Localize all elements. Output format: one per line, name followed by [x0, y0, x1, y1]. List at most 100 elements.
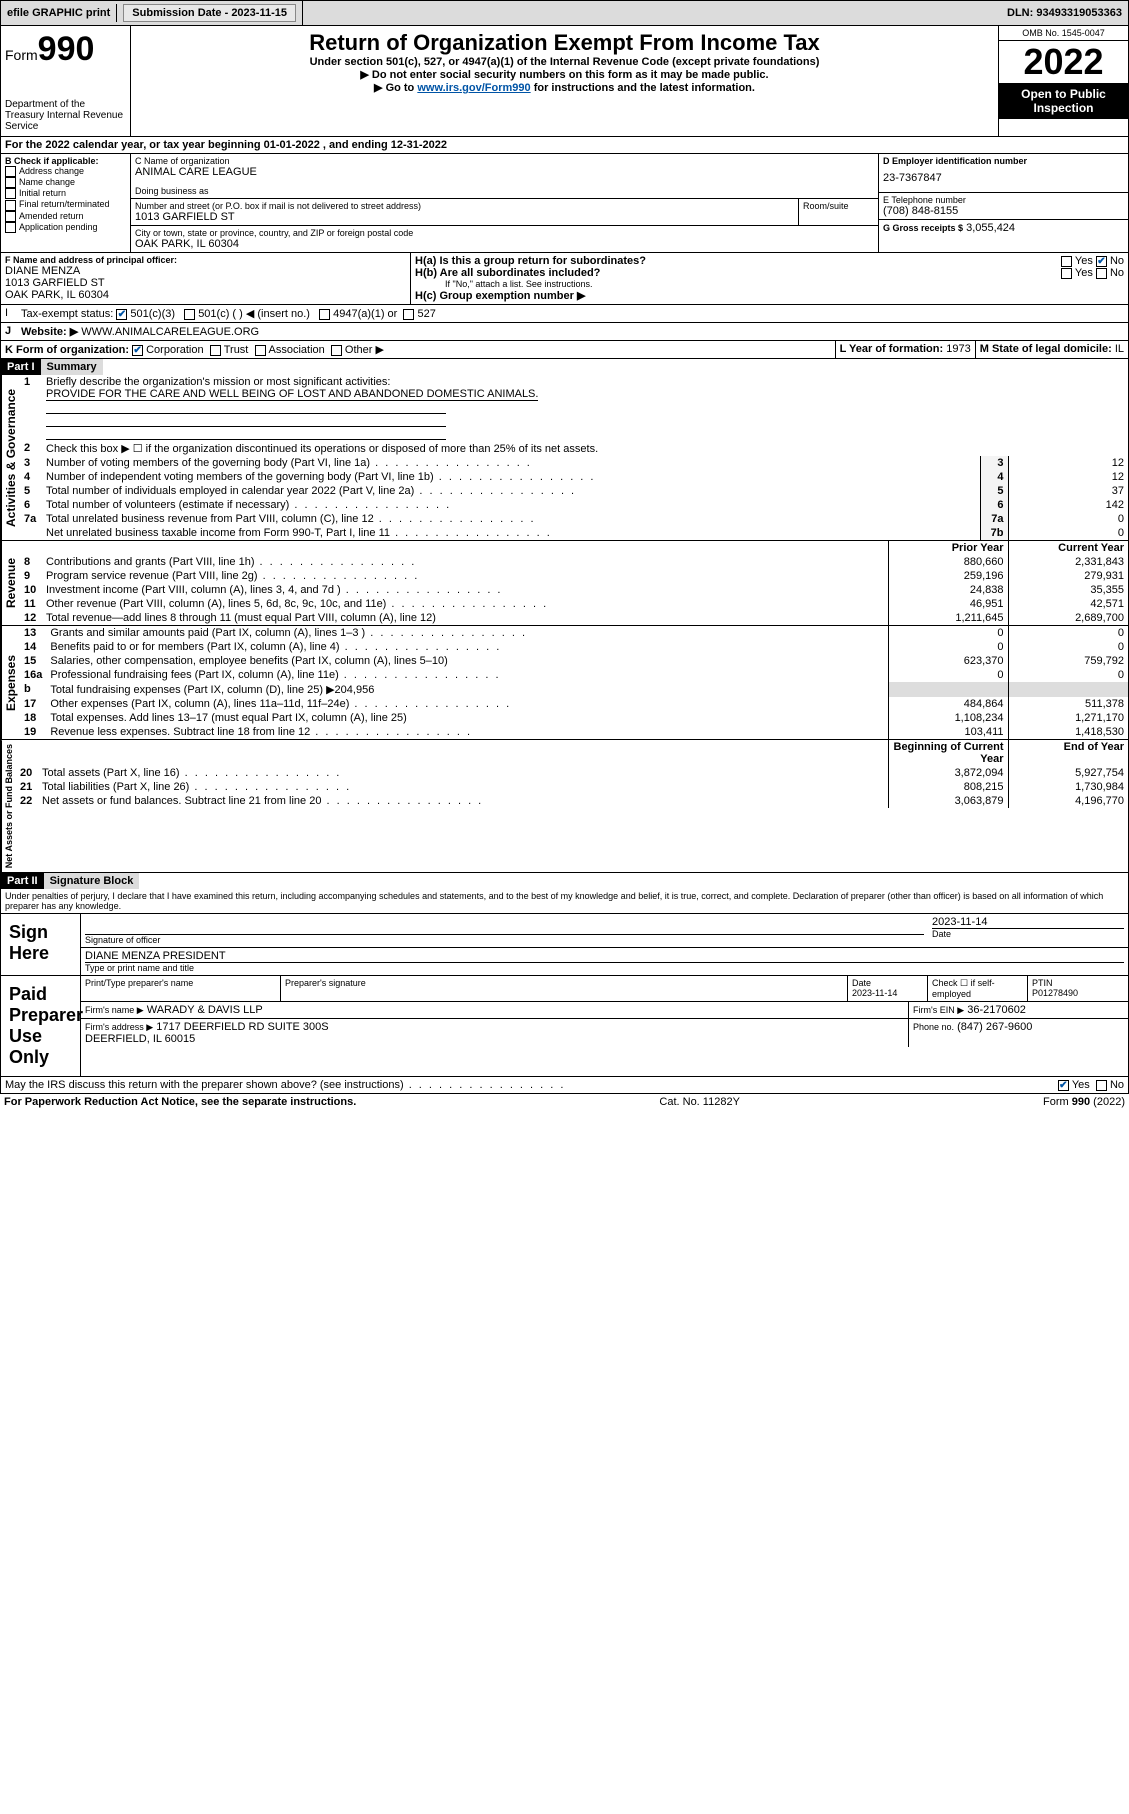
goto-pre: ▶ Go to: [374, 82, 417, 94]
cat-no: Cat. No. 11282Y: [356, 1096, 1043, 1108]
chk-name[interactable]: Name change: [19, 177, 75, 187]
row-7b: Net unrelated business taxable income fr…: [20, 526, 1128, 540]
row-7a: 7aTotal unrelated business revenue from …: [20, 512, 1128, 526]
chk-amended[interactable]: Amended return: [19, 211, 84, 221]
row-19: 19Revenue less expenses. Subtract line 1…: [20, 725, 1128, 739]
omb-label: OMB No. 1545-0047: [999, 26, 1128, 40]
row-20: 20Total assets (Part X, line 16)3,872,09…: [16, 766, 1128, 780]
row-5: 5Total number of individuals employed in…: [20, 484, 1128, 498]
firm-ein-label: Firm's EIN ▶: [913, 1005, 964, 1015]
i-527[interactable]: 527: [417, 308, 435, 320]
prep-name-label: Print/Type preparer's name: [81, 976, 281, 1001]
prep-date-label: Date: [852, 978, 871, 988]
row-4: 4Number of independent voting members of…: [20, 470, 1128, 484]
hc-label: H(c) Group exemption number ▶: [415, 289, 1124, 302]
vlabel-gov: Activities & Governance: [1, 375, 20, 540]
firm-name: WARADY & DAVIS LLP: [147, 1004, 263, 1016]
form-sub2: ▶ Do not enter social security numbers o…: [135, 68, 994, 81]
part1-bar: Part I: [1, 359, 41, 375]
form-footer: Form 990 (2022): [1043, 1096, 1125, 1108]
firm-phone: (847) 267-9600: [957, 1021, 1032, 1033]
website: WWW.ANIMALCARELEAGUE.ORG: [81, 326, 259, 338]
l2-text: Check this box ▶ ☐ if the organization d…: [42, 441, 1128, 456]
officer-name-title: DIANE MENZA PRESIDENT: [85, 950, 1124, 962]
row-10: 10Investment income (Part VIII, column (…: [20, 583, 1128, 597]
ptin-label: PTIN: [1032, 978, 1053, 988]
sig-date: 2023-11-14: [932, 916, 1124, 928]
discuss-no[interactable]: No: [1110, 1079, 1124, 1091]
i-501c[interactable]: 501(c) ( ) ◀ (insert no.): [198, 308, 310, 320]
j-label: Website: ▶: [21, 326, 78, 338]
firm-phone-label: Phone no.: [913, 1022, 954, 1032]
discuss-yes[interactable]: Yes: [1072, 1079, 1090, 1091]
ha-yes[interactable]: Yes: [1075, 255, 1093, 267]
form-sub1: Under section 501(c), 527, or 4947(a)(1)…: [135, 56, 994, 68]
l1-label: Briefly describe the organization's miss…: [46, 376, 390, 388]
k-other[interactable]: Other ▶: [345, 344, 384, 356]
hdr-prior: Prior Year: [888, 541, 1008, 555]
chk-final[interactable]: Final return/terminated: [19, 199, 110, 209]
row-12: 12Total revenue—add lines 8 through 11 (…: [20, 611, 1128, 625]
print-button[interactable]: Submission Date - 2023-11-15: [123, 4, 296, 22]
i-4947[interactable]: 4947(a)(1) or: [333, 308, 397, 320]
chk-app[interactable]: Application pending: [19, 222, 98, 232]
vlabel-exp: Expenses: [1, 626, 20, 739]
row-16b: bTotal fundraising expenses (Part IX, co…: [20, 682, 1128, 697]
declaration: Under penalties of perjury, I declare th…: [1, 889, 1128, 913]
hb-note: If "No," attach a list. See instructions…: [415, 279, 1124, 289]
open-public-label: Open to Public Inspection: [999, 83, 1128, 119]
form-header: Form990 Department of the Treasury Inter…: [0, 26, 1129, 137]
efile-label: efile GRAPHIC print: [1, 4, 117, 22]
hb-label: H(b) Are all subordinates included?: [415, 267, 600, 279]
ein: 23-7367847: [883, 166, 1124, 190]
instructions-link[interactable]: www.irs.gov/Form990: [417, 82, 530, 94]
k-corp[interactable]: Corporation: [146, 344, 203, 356]
pra-notice: For Paperwork Reduction Act Notice, see …: [4, 1096, 356, 1108]
k-label: K Form of organization:: [5, 344, 129, 356]
hdr-beg: Beginning of Current Year: [888, 740, 1008, 766]
hb-yes[interactable]: Yes: [1075, 267, 1093, 279]
firm-ein: 36-2170602: [967, 1004, 1026, 1016]
firm-addr-label: Firm's address ▶: [85, 1022, 153, 1032]
officer-addr2: OAK PARK, IL 60304: [5, 289, 406, 301]
hdr-end: End of Year: [1008, 740, 1128, 766]
hb-no[interactable]: No: [1110, 267, 1124, 279]
form-number: 990: [38, 30, 95, 68]
phone: (708) 848-8155: [883, 205, 1124, 217]
i-label: Tax-exempt status:: [21, 308, 113, 320]
city-label: City or town, state or province, country…: [135, 228, 874, 238]
i-501c3[interactable]: 501(c)(3): [130, 308, 175, 320]
room-label: Room/suite: [803, 201, 874, 211]
form-prefix: Form: [5, 47, 38, 63]
dba-label: Doing business as: [135, 186, 874, 196]
row-9: 9Program service revenue (Part VIII, lin…: [20, 569, 1128, 583]
ha-label: H(a) Is this a group return for subordin…: [415, 255, 646, 267]
part2-title: Signature Block: [44, 873, 140, 889]
k-trust[interactable]: Trust: [224, 344, 249, 356]
prep-sig-label: Preparer's signature: [281, 976, 848, 1001]
c-name-label: C Name of organization: [135, 156, 874, 166]
chk-initial[interactable]: Initial return: [19, 188, 66, 198]
k-assoc[interactable]: Association: [269, 344, 325, 356]
f-label: F Name and address of principal officer:: [5, 255, 406, 265]
hdr-curr: Current Year: [1008, 541, 1128, 555]
gross-receipts: 3,055,424: [966, 222, 1015, 234]
top-bar: efile GRAPHIC print Submission Date - 20…: [0, 0, 1129, 26]
org-name: ANIMAL CARE LEAGUE: [135, 166, 874, 178]
l-label: L Year of formation:: [840, 343, 944, 355]
row-6: 6Total number of volunteers (estimate if…: [20, 498, 1128, 512]
org-city: OAK PARK, IL 60304: [135, 238, 874, 250]
chk-address[interactable]: Address change: [19, 166, 84, 176]
part2-bar: Part II: [1, 873, 44, 889]
row-18: 18Total expenses. Add lines 13–17 (must …: [20, 711, 1128, 725]
e-label: E Telephone number: [883, 195, 1124, 205]
domicile: IL: [1115, 343, 1124, 355]
entity-block: B Check if applicable: Address change Na…: [0, 154, 1129, 253]
self-emp-label[interactable]: Check ☐ if self-employed: [928, 976, 1028, 1001]
prep-date: 2023-11-14: [852, 988, 897, 998]
dln-label: DLN: 93493319053363: [1001, 4, 1128, 22]
ha-no[interactable]: No: [1110, 255, 1124, 267]
org-addr: 1013 GARFIELD ST: [135, 211, 794, 223]
m-label: M State of legal domicile:: [980, 343, 1112, 355]
paid-prep-label: Paid Preparer Use Only: [1, 976, 81, 1076]
